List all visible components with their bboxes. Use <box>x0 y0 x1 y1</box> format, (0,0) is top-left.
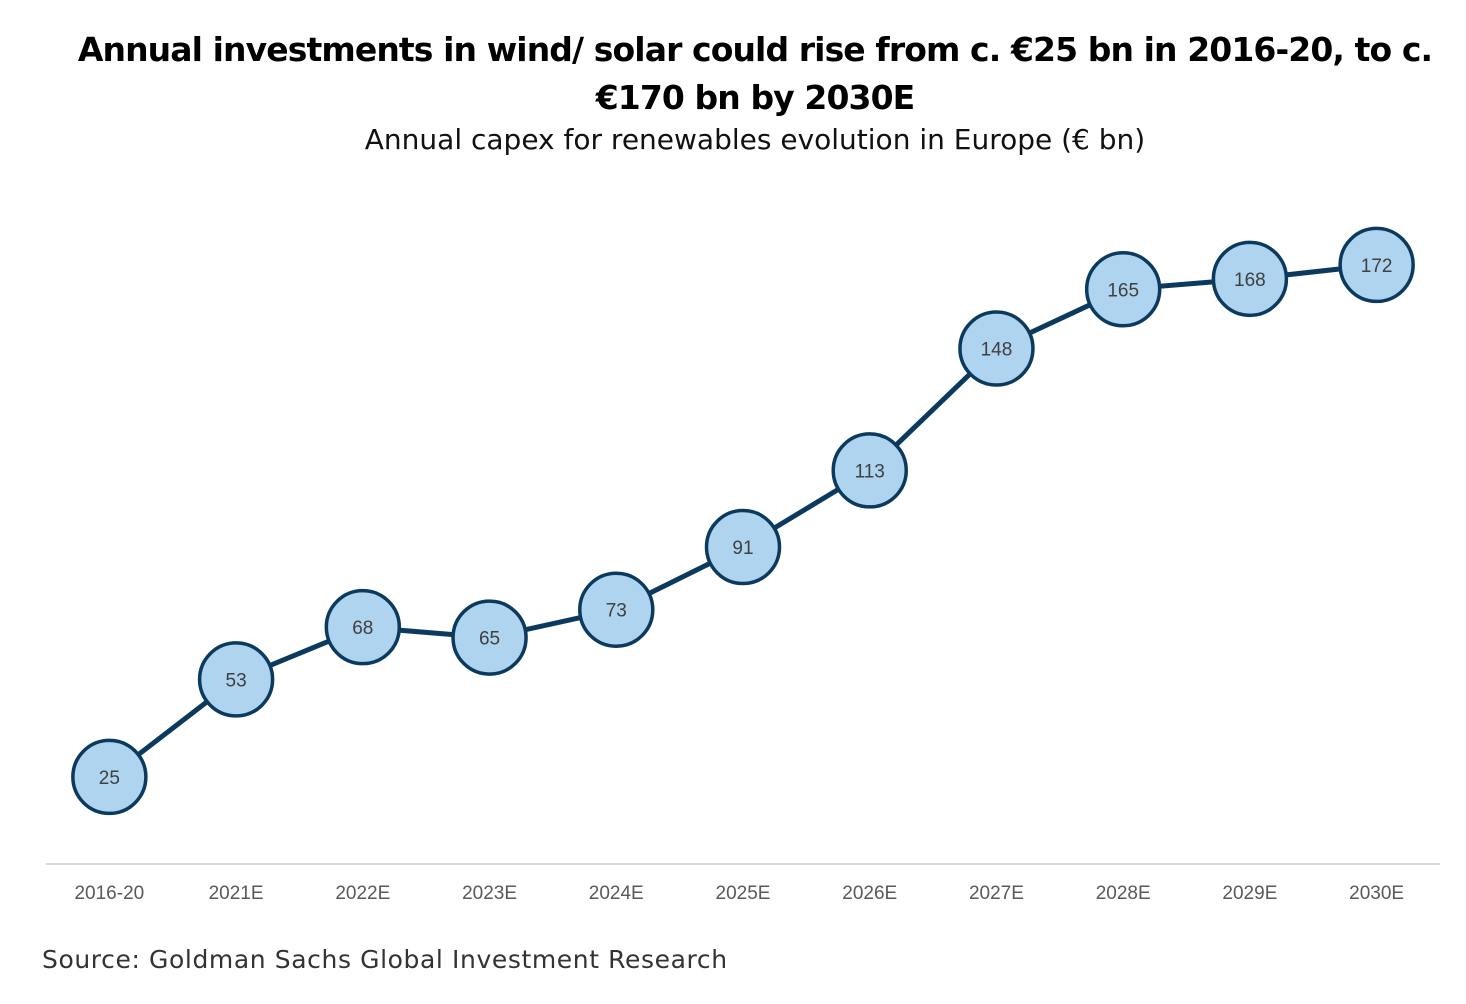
data-markers: 25 53 68 65 73 91 113 148 165 168 172 <box>71 226 1415 816</box>
x-tick-label: 2022E <box>335 883 390 904</box>
data-label: 148 <box>981 340 1013 361</box>
data-point: 68 <box>324 588 402 666</box>
data-point: 172 <box>1338 226 1415 304</box>
x-tick-label: 2029E <box>1222 883 1277 904</box>
data-marker <box>324 588 402 666</box>
data-label: 168 <box>1234 270 1266 291</box>
data-marker <box>958 310 1035 387</box>
data-marker <box>831 432 908 509</box>
data-marker <box>1211 240 1289 318</box>
data-label: 172 <box>1361 256 1393 277</box>
data-point: 113 <box>831 432 908 509</box>
data-label: 73 <box>606 601 627 622</box>
x-tick-label: 2025E <box>716 883 771 904</box>
data-point: 73 <box>578 571 655 648</box>
x-tick-label: 2026E <box>842 883 897 904</box>
x-tick-labels: 2016-20 2021E 2022E 2023E 2024E 2025E 2026E 202… <box>74 883 1404 904</box>
x-tick-label: 2028E <box>1096 883 1151 904</box>
x-tick-label: 2024E <box>589 883 644 904</box>
data-marker <box>1338 226 1415 304</box>
x-tick-label: 2030E <box>1349 883 1404 904</box>
x-tick-label: 2027E <box>969 883 1024 904</box>
data-point: 91 <box>704 508 782 586</box>
data-label: 91 <box>732 538 753 559</box>
data-label: 65 <box>479 629 500 650</box>
chart-title: Annual investments in wind/ solar could … <box>77 30 1433 117</box>
data-label: 53 <box>226 670 247 691</box>
data-point: 168 <box>1211 240 1289 318</box>
data-marker <box>197 641 275 718</box>
data-label: 165 <box>1107 280 1139 301</box>
data-marker <box>578 571 655 648</box>
data-label: 113 <box>855 461 885 482</box>
x-tick-label: 2016-20 <box>74 883 144 904</box>
data-point: 65 <box>451 599 528 676</box>
data-label: 68 <box>352 618 373 639</box>
data-point: 53 <box>197 641 275 718</box>
data-marker <box>451 599 528 676</box>
data-marker <box>1084 251 1162 328</box>
data-marker <box>71 738 148 816</box>
chart-subtitle: Annual capex for renewables evolution in… <box>364 123 1146 156</box>
data-marker <box>704 508 782 586</box>
source-note: Source: Goldman Sachs Global Investment … <box>42 945 728 974</box>
data-label: 25 <box>99 768 120 789</box>
data-point: 165 <box>1084 251 1162 328</box>
x-tick-label: 2023E <box>462 883 517 904</box>
data-point: 148 <box>958 310 1035 387</box>
x-tick-label: 2021E <box>209 883 264 904</box>
data-point: 25 <box>71 738 148 816</box>
